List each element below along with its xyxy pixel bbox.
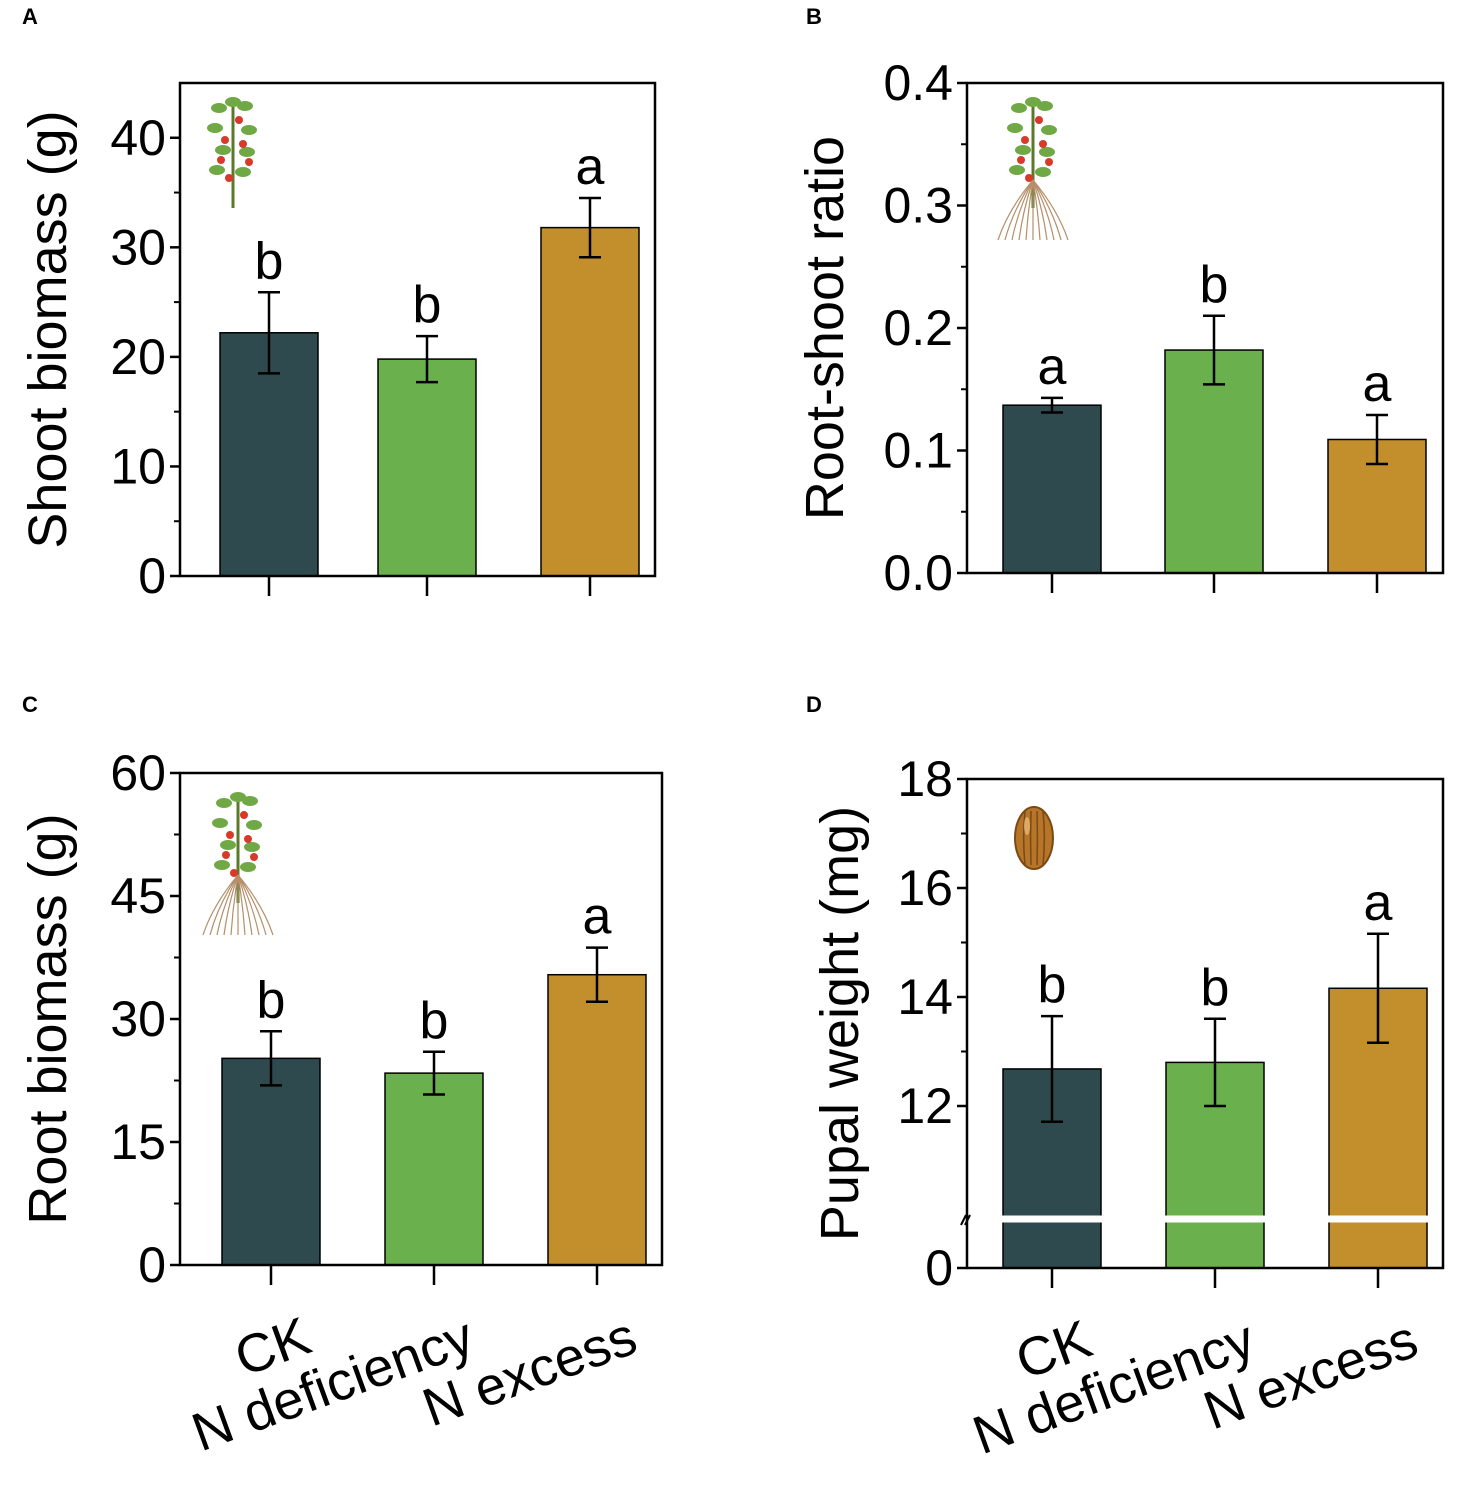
bar-n-deficiency [384, 1072, 484, 1266]
y-tick-label: 18 [897, 751, 953, 807]
significance-letter: a [1364, 874, 1393, 932]
plot-frame [965, 777, 1445, 1270]
y-tick-label: 0 [138, 548, 166, 604]
panel-b: B Root-shoot ratio 0.0 0.1 0.2 0.3 0.4 a b a [795, 4, 1445, 601]
significance-letter: b [1038, 956, 1067, 1014]
y-axis-label: Shoot biomass (g) [18, 110, 78, 548]
panel-a: A Shoot biomass (g) 0 10 20 30 40 b b a [18, 4, 657, 604]
significance-letter: a [1038, 338, 1067, 396]
y-tick-label: 40 [110, 110, 166, 166]
y-tick-label: 0.0 [883, 545, 953, 601]
significance-letter: b [1200, 256, 1229, 314]
significance-letter: b [1201, 959, 1230, 1017]
y-tick-label: 60 [110, 745, 166, 801]
y-tick-label: 20 [110, 329, 166, 385]
y-axis-label: Root biomass (g) [18, 813, 78, 1224]
significance-letter: a [583, 888, 612, 946]
y-tick-label: 14 [897, 969, 953, 1025]
y-tick-label: 0.3 [883, 178, 953, 234]
y-tick-label: 0.2 [883, 300, 953, 356]
significance-letter: b [255, 232, 284, 290]
axis-break-mark [960, 1214, 967, 1226]
bar-n-excess [540, 226, 640, 577]
y-tick-label: 0 [138, 1237, 166, 1293]
y-tick-label: 16 [897, 860, 953, 916]
y-tick-label: 0.4 [883, 55, 953, 111]
pupa-icon [1014, 806, 1054, 870]
significance-letter: b [257, 971, 286, 1029]
bar-n-excess [547, 973, 647, 1266]
y-tick-label: 30 [110, 991, 166, 1047]
panel-letter: B [806, 4, 822, 29]
significance-letter: a [576, 138, 605, 196]
tomato-shoot-icon [207, 97, 257, 208]
y-tick-label: 30 [110, 219, 166, 275]
y-tick-label: 0.1 [883, 423, 953, 479]
plot-frame [178, 81, 657, 578]
bar-ck [1002, 404, 1102, 574]
tomato-plant-with-roots-icon [202, 792, 274, 936]
panel-letter: A [22, 4, 38, 29]
significance-letter: b [420, 992, 449, 1050]
y-tick-label: 12 [897, 1078, 953, 1134]
y-axis-label: Pupal weight (mg) [810, 806, 870, 1241]
significance-letter: a [1363, 355, 1392, 413]
tomato-plant-with-roots-icon [997, 97, 1069, 241]
panel-letter: D [806, 692, 822, 717]
bar-ck [221, 1057, 321, 1266]
y-tick-label: 45 [110, 868, 166, 924]
bar-n-deficiency [377, 358, 477, 577]
y-tick-label: 10 [110, 438, 166, 494]
panel-letter: C [22, 692, 38, 717]
significance-letter: b [413, 276, 442, 334]
y-tick-label: 15 [110, 1114, 166, 1170]
y-axis-label: Root-shoot ratio [795, 136, 855, 520]
y-tick-label: 0 [925, 1240, 953, 1296]
